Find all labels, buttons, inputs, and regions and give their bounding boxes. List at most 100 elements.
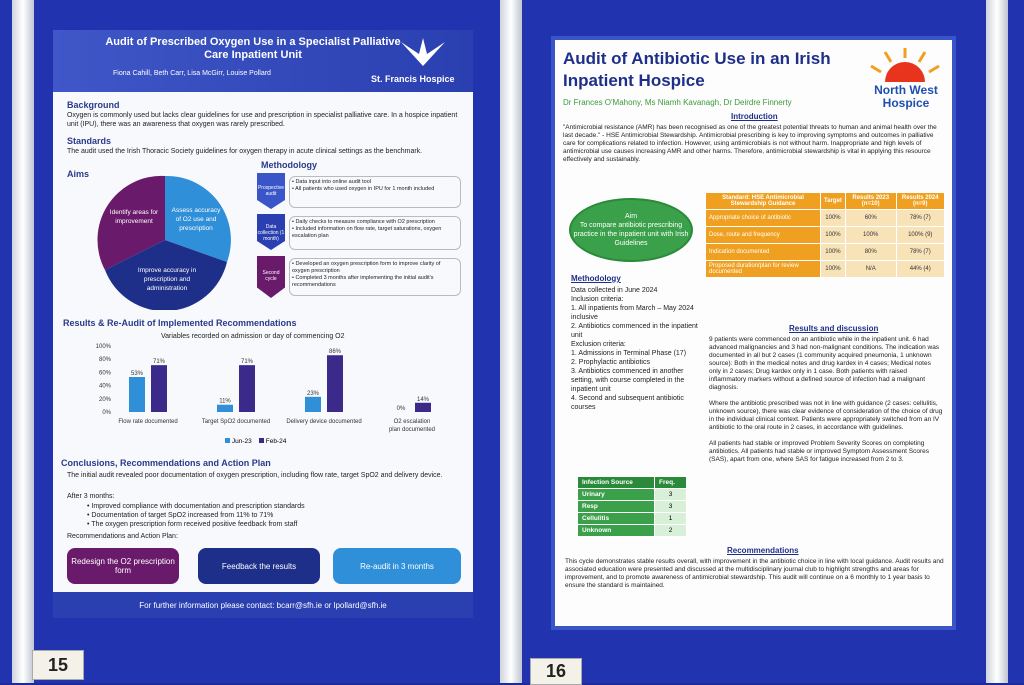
infection-source-table: Infection Source Freq. Urinary 3 Resp 3 … bbox=[577, 476, 687, 537]
table-cell: 3 bbox=[655, 501, 687, 513]
table-cell: 100% bbox=[821, 244, 846, 261]
conclusion-item: • Improved compliance with documentation… bbox=[87, 502, 305, 511]
aim-1: Identify areas for improvement bbox=[109, 208, 159, 226]
poster-oxygen-audit: Audit of Prescribed Oxygen Use in a Spec… bbox=[53, 30, 473, 618]
introduction-heading: Introduction bbox=[731, 112, 778, 121]
table-cell: 100% bbox=[845, 227, 896, 244]
table-row: Cellulitis 1 bbox=[578, 513, 687, 525]
bar-value-label: 14% bbox=[417, 397, 430, 403]
methodology-heading: Methodology bbox=[571, 274, 621, 283]
table-cell: 2 bbox=[655, 525, 687, 537]
y-tick-label: 100% bbox=[96, 344, 112, 350]
standards-heading: Standards bbox=[67, 136, 111, 146]
conclusion-item: • Documentation of target SpO2 increased… bbox=[87, 511, 273, 520]
x-tick-label: plan documented bbox=[389, 427, 435, 433]
legend-label: Jun-23 bbox=[232, 438, 252, 445]
recommendations-label: Recommendations and Action Plan: bbox=[67, 532, 178, 541]
y-tick-label: 80% bbox=[99, 357, 112, 363]
action-re-audit: Re-audit in 3 months bbox=[333, 548, 461, 584]
table-cell: 78% (7) bbox=[896, 210, 945, 227]
method-step-label: Prospective audit bbox=[257, 185, 285, 197]
after-3-months: After 3 months: bbox=[67, 492, 114, 501]
y-tick-label: 0% bbox=[102, 410, 111, 416]
method-step-text: • Daily checks to measure compliance wit… bbox=[289, 216, 461, 250]
poster-antibiotic-audit: Audit of Antibiotic Use in an Irish Inpa… bbox=[551, 36, 956, 630]
poster-title: Audit of Prescribed Oxygen Use in a Spec… bbox=[93, 36, 413, 62]
poster-authors: Dr Frances O'Mahony, Ms Niamh Kavanagh, … bbox=[563, 98, 792, 107]
table-header-cell: Freq. bbox=[655, 477, 687, 489]
y-tick-label: 40% bbox=[99, 384, 112, 390]
table-header-row: Standard: HSE Antimicrobial Stewardship … bbox=[706, 193, 945, 210]
table-header-cell: Infection Source bbox=[578, 477, 655, 489]
aims-heading: Aims bbox=[67, 169, 89, 179]
recommendations-text: This cycle demonstrates stable results o… bbox=[565, 558, 945, 590]
table-header-cell: Results 2024 (n=9) bbox=[896, 193, 945, 210]
dove-logo-icon bbox=[393, 36, 453, 72]
method-step-text: • Data input into online audit tool • Al… bbox=[289, 176, 461, 208]
results-heading: Results & Re-Audit of Implemented Recomm… bbox=[63, 318, 297, 328]
bar-value-label: 0% bbox=[397, 406, 406, 412]
table-row: Dose, route and frequency 100% 100% 100%… bbox=[706, 227, 945, 244]
board-post bbox=[986, 0, 1008, 683]
action-redesign-form: Redesign the O2 prescription form bbox=[67, 548, 179, 584]
table-header-cell: Standard: HSE Antimicrobial Stewardship … bbox=[706, 193, 821, 210]
action-feedback-results: Feedback the results bbox=[198, 548, 320, 584]
introduction-text: "Antimicrobial resistance (AMR) has been… bbox=[563, 124, 943, 164]
method-step-label: Second cycle bbox=[257, 270, 285, 282]
aim-2: Assess accuracy of O2 use and prescripti… bbox=[169, 206, 223, 233]
table-cell: 44% (4) bbox=[896, 261, 945, 278]
poster-header: Audit of Prescribed Oxygen Use in a Spec… bbox=[53, 30, 473, 92]
x-tick-label: O2 escalation bbox=[394, 419, 431, 425]
background-text: Oxygen is commonly used but lacks clear … bbox=[67, 111, 459, 129]
bar-value-label: 86% bbox=[329, 349, 342, 355]
table-cell: Indication documented bbox=[706, 244, 821, 261]
table-cell: 100% bbox=[821, 227, 846, 244]
bar bbox=[151, 365, 167, 412]
x-tick-label: Flow rate documented bbox=[118, 419, 177, 425]
table-cell: Resp bbox=[578, 501, 655, 513]
poster-number-tag: 16 bbox=[530, 658, 582, 685]
x-tick-label: Delivery device documented bbox=[286, 419, 361, 425]
table-cell: Cellulitis bbox=[578, 513, 655, 525]
table-row: Resp 3 bbox=[578, 501, 687, 513]
table-row: Urinary 3 bbox=[578, 489, 687, 501]
table-row: Appropriate choice of antibiotic 100% 60… bbox=[706, 210, 945, 227]
bar bbox=[415, 403, 431, 412]
board-post bbox=[12, 0, 34, 683]
table-row: Unknown 2 bbox=[578, 525, 687, 537]
bar-value-label: 53% bbox=[131, 371, 144, 377]
table-cell: 100% (9) bbox=[896, 227, 945, 244]
table-cell: 80% bbox=[845, 244, 896, 261]
hospice-name: St. Francis Hospice bbox=[371, 74, 455, 84]
methodology-heading: Methodology bbox=[261, 160, 317, 170]
bar-value-label: 23% bbox=[307, 391, 320, 397]
table-cell: 60% bbox=[845, 210, 896, 227]
poster-authors: Fiona Cahill, Beth Carr, Lisa McGirr, Lo… bbox=[113, 70, 271, 77]
x-tick-label: Target SpO2 documented bbox=[202, 419, 270, 425]
table-cell: 1 bbox=[655, 513, 687, 525]
table-cell: 3 bbox=[655, 489, 687, 501]
bar bbox=[129, 377, 145, 412]
oxygen-results-bar-chart: 100% 80% 60% 40% 20% 0% 53% 71% Flow rate docume… bbox=[83, 340, 463, 448]
conclusions-heading: Conclusions, Recommendations and Action … bbox=[61, 458, 271, 468]
bar-value-label: 11% bbox=[219, 399, 231, 405]
standards-table: Standard: HSE Antimicrobial Stewardship … bbox=[705, 192, 945, 278]
table-header-row: Infection Source Freq. bbox=[578, 477, 687, 489]
aim-3: Improve accuracy in prescription and adm… bbox=[125, 266, 209, 293]
bar bbox=[305, 397, 321, 412]
poster-title: Audit of Antibiotic Use in an Irish Inpa… bbox=[563, 48, 863, 92]
sun-logo-icon bbox=[865, 48, 945, 82]
bar bbox=[239, 365, 255, 412]
y-tick-label: 20% bbox=[99, 397, 112, 403]
bar-value-label: 71% bbox=[241, 359, 254, 365]
bar bbox=[217, 405, 233, 412]
conclusion-item: • The oxygen prescription form received … bbox=[87, 520, 297, 529]
results-text: 9 patients were commenced on an antibiot… bbox=[709, 336, 943, 464]
bar-value-label: 71% bbox=[153, 359, 166, 365]
table-row: Indication documented 100% 80% 78% (7) bbox=[706, 244, 945, 261]
recommendations-heading: Recommendations bbox=[727, 546, 799, 555]
poster-footer-contact: For further information please contact: … bbox=[53, 592, 473, 618]
y-tick-label: 60% bbox=[99, 370, 112, 376]
bar bbox=[327, 355, 343, 412]
legend-label: Feb-24 bbox=[266, 438, 287, 445]
